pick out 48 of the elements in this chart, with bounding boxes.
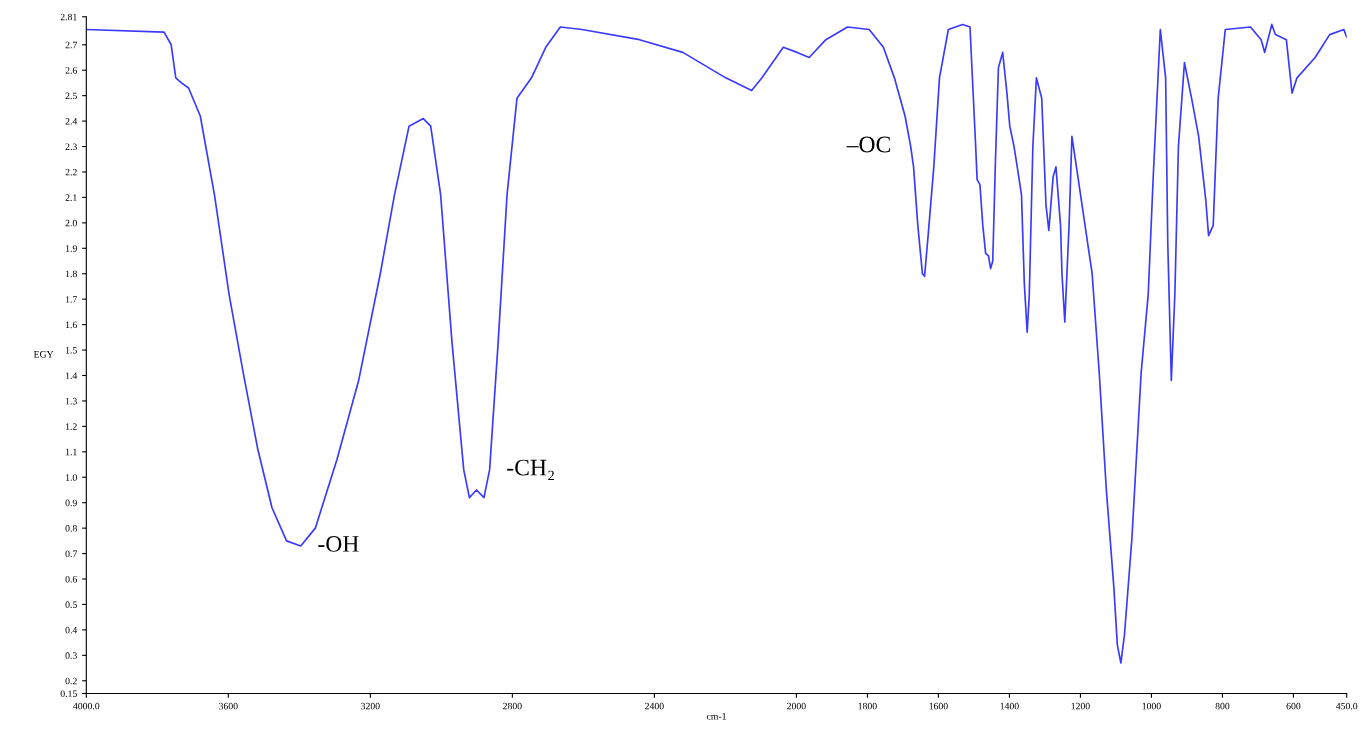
y-tick-label: 2.7 [65, 41, 77, 49]
y-tick-label: 1.3 [65, 397, 77, 405]
y-tick-label: 1.2 [65, 423, 77, 430]
y-tick-label: 0.5 [65, 601, 77, 608]
x-tick-label: 2800 [503, 702, 522, 710]
annotation: -OH [318, 535, 359, 552]
y-tick-label: 0.8 [65, 525, 77, 532]
y-tick-label: 2.6 [65, 67, 77, 74]
annotation: -CH₂ [507, 459, 554, 481]
y-tick-label: 2.4 [65, 118, 78, 125]
y-tick-label: 1.4 [65, 372, 78, 380]
annotation: –OC [846, 136, 890, 153]
x-tick-label: 2400 [645, 702, 664, 710]
y-tick-label: 2.5 [65, 92, 77, 100]
y-tick-label: 2.2 [65, 168, 77, 176]
y-tick-label: 0.3 [65, 652, 77, 659]
y-tick-label: 1.6 [65, 321, 77, 329]
y-tick-label: 1.9 [65, 245, 77, 252]
y-tick-label: 1.0 [65, 474, 77, 481]
y-tick-label: 1.1 [65, 448, 77, 456]
y-tick-label: 2.3 [65, 143, 77, 151]
x-tick-label: 1400 [1000, 702, 1019, 710]
y-axis-title: EGY [33, 351, 54, 358]
x-tick-label: 3200 [361, 702, 380, 710]
y-tick-label: 1.8 [65, 270, 77, 278]
y-tick-label: 2.1 [65, 194, 77, 201]
x-tick-label: 2000 [787, 702, 806, 710]
y-tick-label: 1.5 [65, 347, 77, 354]
y-tick-label: 0.7 [65, 550, 77, 558]
x-tick-label: 1200 [1071, 702, 1090, 710]
x-tick-label: 800 [1215, 702, 1230, 710]
y-tick-label: 0.15 [60, 690, 77, 698]
y-tick-label: 0.6 [65, 575, 77, 583]
y-tick-label: 0.4 [65, 626, 78, 634]
x-tick-label: 1600 [929, 702, 948, 710]
x-tick-label: 600 [1286, 702, 1301, 710]
y-tick-label: 2.81 [60, 13, 77, 21]
x-tick-label: 4000.0 [73, 702, 100, 710]
y-tick-label: 0.2 [65, 677, 77, 685]
x-tick-label: 3600 [219, 702, 238, 710]
y-tick-label: 1.7 [65, 296, 77, 303]
y-tick-label: 0.9 [65, 499, 77, 507]
y-tick-label: 2.0 [65, 219, 77, 227]
line-series [86, 23, 1347, 664]
x-tick-label: 1000 [1142, 702, 1161, 710]
x-axis-title: cm-1 [706, 713, 726, 720]
x-tick-label: 1800 [858, 702, 877, 710]
x-tick-label: 450.0 [1335, 702, 1358, 710]
